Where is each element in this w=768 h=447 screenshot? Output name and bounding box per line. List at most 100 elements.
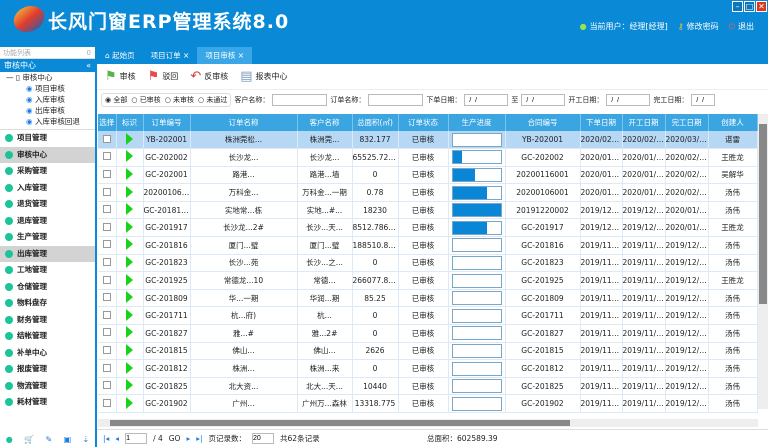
tree-item[interactable]: 出库审核: [6, 105, 95, 116]
status-radio[interactable]: ○ 已审核: [131, 95, 160, 105]
status-radio[interactable]: ◉ 全部: [105, 95, 127, 105]
table-row[interactable]: GC-201711 杭...府) 杭... 0 已审核 GC-201711 2019/11/…: [98, 306, 758, 326]
finish-date-input[interactable]: [691, 94, 716, 106]
more-icon[interactable]: ⇣: [82, 434, 90, 444]
feather-icon[interactable]: ✎: [45, 434, 53, 444]
tree-item[interactable]: 入库审核: [6, 94, 95, 105]
table-row[interactable]: GC-201825 北大资... 北大...天... 10440 已审核 GC-20182…: [98, 377, 758, 396]
collapse-icon[interactable]: «: [86, 61, 91, 70]
table-row[interactable]: GC-201812 株洲... 株洲...来 0 已审核 GC-201812 2019/11…: [98, 359, 758, 378]
horizontal-scrollbar[interactable]: [98, 419, 758, 427]
row-checkbox[interactable]: [98, 218, 117, 238]
cart-icon[interactable]: 🛒: [24, 434, 35, 444]
page-input[interactable]: [125, 433, 148, 444]
row-checkbox[interactable]: [98, 236, 117, 255]
column-header[interactable]: 创建人: [708, 114, 758, 131]
column-header[interactable]: 订单状态: [398, 114, 449, 131]
sidebar-module[interactable]: 采购管理: [0, 163, 95, 180]
column-header[interactable]: 完工日期: [665, 114, 709, 131]
table-row[interactable]: YB-202001 株洲莞松... 株洲莞... 832.177 已审核 YB-20200…: [98, 131, 758, 150]
function-list-filter[interactable]: 功能列表: [3, 49, 31, 57]
sidebar-module[interactable]: 审核中心: [0, 146, 95, 163]
column-header[interactable]: 生产进度: [448, 114, 506, 131]
row-checkbox[interactable]: [98, 254, 117, 273]
sidebar-module[interactable]: 生产管理: [0, 229, 95, 246]
table-row[interactable]: 20200106001万科金...万科金...一期0.78已审核20200106…: [98, 183, 758, 202]
row-checkbox[interactable]: [98, 306, 117, 326]
start-date-input[interactable]: [606, 94, 651, 106]
next-page-button[interactable]: ▸: [186, 434, 191, 443]
table-row[interactable]: GC-201815 佛山... 佛山... 2626 已审核 GC-201815 2019/…: [98, 342, 758, 361]
report-center-button[interactable]: ▤ 报表中心: [240, 69, 287, 84]
sidebar-module[interactable]: 退货管理: [0, 196, 95, 213]
close-button[interactable]: ✕: [756, 1, 767, 12]
unapprove-button[interactable]: ↶ 反审核: [190, 69, 228, 84]
table-row[interactable]: GC-201809 华...一期 华润...期 85.25 已审核 GC-201809 20…: [98, 289, 758, 308]
row-checkbox[interactable]: [98, 166, 117, 185]
sidebar-module[interactable]: 出库管理: [0, 245, 95, 262]
row-checkbox[interactable]: [98, 377, 117, 396]
sidebar-module[interactable]: 物流管理: [0, 378, 95, 395]
tree-item[interactable]: 项目审核: [6, 83, 95, 94]
sidebar-module[interactable]: 物料盘存: [0, 295, 95, 312]
sidebar-module[interactable]: 项目管理: [0, 130, 95, 147]
status-radio[interactable]: ○ 未审核: [165, 95, 194, 105]
row-checkbox[interactable]: [98, 324, 117, 343]
column-header[interactable]: 标识: [116, 114, 144, 131]
tab-home[interactable]: ⌂ 起始页: [105, 51, 135, 60]
column-header[interactable]: 下单日期: [580, 114, 623, 131]
row-checkbox[interactable]: [98, 394, 117, 413]
maximize-button[interactable]: □: [744, 1, 755, 12]
page-size-input[interactable]: [252, 433, 275, 444]
table-row[interactable]: GC-202002长沙龙...长沙龙...65525.7200...已审核GC-…: [98, 148, 758, 167]
close-icon[interactable]: ×: [237, 51, 245, 60]
row-checkbox[interactable]: [98, 183, 117, 202]
column-header[interactable]: 选择: [98, 114, 117, 131]
sidebar-module[interactable]: 报废管理: [0, 361, 95, 378]
reject-button[interactable]: ⚑ 驳回: [148, 69, 179, 84]
sidebar-module[interactable]: 补单中心: [0, 345, 95, 362]
column-header[interactable]: 客户名称: [297, 114, 353, 131]
sidebar-module[interactable]: 耗材管理: [0, 394, 95, 411]
tab-project-audit[interactable]: 项目审核 ×: [197, 47, 253, 64]
sidebar-module[interactable]: 结帐管理: [0, 328, 95, 345]
column-header[interactable]: 合同编号: [505, 114, 581, 131]
table-row[interactable]: GC-201823 长沙...苑 长沙...之... 0 已审核 GC-201823 201…: [98, 254, 758, 273]
row-checkbox[interactable]: [98, 201, 117, 220]
sidebar-module[interactable]: 退库管理: [0, 213, 95, 230]
tab-project-order[interactable]: 项目订单 ×: [143, 47, 198, 64]
row-checkbox[interactable]: [98, 148, 117, 167]
go-button[interactable]: GO: [168, 434, 181, 443]
prev-page-button[interactable]: ◂: [115, 434, 120, 443]
order-date-to[interactable]: [521, 94, 566, 106]
tree-item[interactable]: 入库审核回退: [6, 116, 95, 127]
last-page-button[interactable]: ▸|: [196, 434, 203, 443]
table-row[interactable]: GC-202001 路港... 路港...墙 0 已审核 20200116001 2020/…: [98, 166, 758, 185]
table-row[interactable]: GC-201827 雅...# 雅...2# 0 已审核 GC-201827 2019/11…: [98, 324, 758, 343]
logout-link[interactable]: ⏻ 退出: [729, 21, 754, 32]
row-checkbox[interactable]: [98, 359, 117, 378]
sidebar-module[interactable]: 入库管理: [0, 180, 95, 197]
close-icon[interactable]: ×: [183, 51, 190, 60]
order-date-from[interactable]: [464, 94, 509, 106]
table-row[interactable]: GC-201902 广州... 广州万...森林 13318.775 已审核 GC-201…: [98, 394, 758, 413]
order-name-input[interactable]: [368, 94, 424, 106]
module-icon[interactable]: ●: [5, 434, 13, 444]
table-row[interactable]: GC-201816 厦门...璧 厦门...璧 188510.818 已审核 GC-201…: [98, 236, 758, 255]
column-header[interactable]: 总面积(㎡): [352, 114, 399, 131]
table-row[interactable]: GC-2018178 实地常...栋 实地...#... 18230 已审核 201912…: [98, 201, 758, 220]
table-row[interactable]: GC-201925常德龙...10常德...266077.835...已审核GC…: [98, 271, 758, 290]
minimize-button[interactable]: –: [732, 1, 743, 12]
column-header[interactable]: 开工日期: [622, 114, 666, 131]
table-row[interactable]: GC-201917长沙龙...2#长沙...天...8512.78600...已…: [98, 218, 758, 238]
vertical-scrollbar[interactable]: [758, 114, 768, 409]
approve-button[interactable]: ⚑ 审核: [105, 69, 136, 84]
customer-input[interactable]: [272, 94, 328, 106]
status-radio[interactable]: ○ 未通过: [198, 95, 227, 105]
tree-root[interactable]: — ▯ 审核中心: [6, 73, 53, 82]
accordion-header[interactable]: 审核中心 «: [0, 59, 95, 72]
sidebar-module[interactable]: 仓储管理: [0, 279, 95, 296]
first-page-button[interactable]: |◂: [103, 434, 110, 443]
tool-icon[interactable]: ▣: [63, 434, 72, 444]
sidebar-module[interactable]: 工地管理: [0, 262, 95, 279]
